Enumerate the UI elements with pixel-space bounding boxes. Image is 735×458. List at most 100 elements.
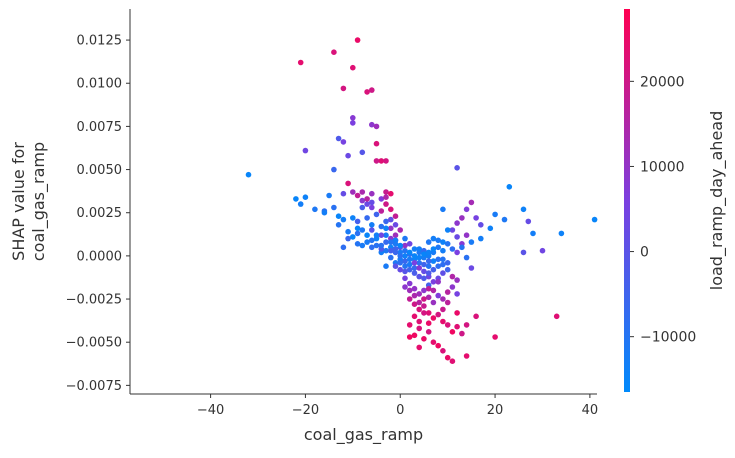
data-point xyxy=(435,292,442,299)
data-point xyxy=(430,279,437,285)
data-point xyxy=(425,285,432,292)
data-point xyxy=(388,206,394,213)
data-point xyxy=(331,49,337,55)
data-point xyxy=(468,199,475,206)
data-point xyxy=(369,204,375,211)
data-point xyxy=(430,258,437,264)
data-point xyxy=(416,299,423,306)
data-point xyxy=(435,311,442,318)
data-point xyxy=(411,285,418,292)
data-point xyxy=(364,89,370,95)
data-point xyxy=(430,287,437,294)
data-point xyxy=(440,296,446,302)
data-point xyxy=(463,232,470,238)
data-point xyxy=(421,310,427,316)
data-point xyxy=(383,247,389,254)
colorbar-label: load_ramp_day_ahead xyxy=(707,111,727,291)
data-point xyxy=(454,310,460,316)
data-point xyxy=(345,180,351,187)
data-point xyxy=(359,189,366,195)
data-point xyxy=(440,348,446,354)
colorbar xyxy=(624,9,630,392)
data-point xyxy=(440,206,446,213)
x-tick-label: 0 xyxy=(396,403,404,418)
data-point xyxy=(421,251,427,257)
data-point xyxy=(425,320,432,327)
data-point xyxy=(369,237,375,244)
data-point xyxy=(468,265,475,271)
data-point xyxy=(406,249,413,256)
data-point xyxy=(411,292,418,299)
y-tick-label: −0.0025 xyxy=(66,293,122,308)
data-point xyxy=(388,190,394,197)
data-point xyxy=(406,261,413,268)
data-point xyxy=(520,249,527,256)
data-point xyxy=(321,209,328,216)
data-point xyxy=(378,223,385,230)
y-tick-label: 0.0125 xyxy=(77,34,123,49)
data-point xyxy=(435,244,442,251)
data-point xyxy=(364,232,370,238)
data-point xyxy=(350,234,356,240)
data-point xyxy=(487,225,494,232)
data-point xyxy=(383,158,389,164)
x-tick-label: 40 xyxy=(582,403,599,418)
data-point xyxy=(449,284,456,290)
data-point xyxy=(350,189,356,195)
data-point xyxy=(530,230,536,237)
data-point xyxy=(416,254,423,261)
data-point xyxy=(392,249,399,256)
data-point xyxy=(350,120,356,126)
data-point xyxy=(425,329,432,335)
data-point xyxy=(421,268,427,275)
data-point xyxy=(425,270,432,276)
data-point xyxy=(364,215,370,221)
data-point xyxy=(468,239,475,245)
data-point xyxy=(416,344,423,351)
data-point xyxy=(397,242,404,249)
data-point xyxy=(454,220,460,226)
data-point xyxy=(312,206,318,213)
data-point xyxy=(406,256,413,263)
data-point xyxy=(392,222,399,228)
data-point xyxy=(473,313,479,320)
data-point xyxy=(463,254,470,261)
data-point xyxy=(402,284,408,290)
data-point xyxy=(416,306,423,313)
data-point xyxy=(449,246,456,252)
data-point xyxy=(345,228,351,235)
data-point xyxy=(388,239,394,245)
y-axis-label-line-2: coal_gas_ramp xyxy=(29,142,49,261)
data-point xyxy=(345,235,351,242)
data-point xyxy=(350,115,356,121)
data-point xyxy=(454,249,460,256)
y-tick-label: 0.0000 xyxy=(77,249,123,264)
data-point xyxy=(406,322,413,328)
data-point xyxy=(440,270,446,276)
x-tick-label: −20 xyxy=(292,403,319,418)
data-point xyxy=(416,318,423,325)
data-point xyxy=(430,299,437,306)
data-point xyxy=(402,253,408,259)
data-point xyxy=(383,201,389,207)
data-point xyxy=(397,253,404,259)
data-point xyxy=(416,273,423,280)
data-point xyxy=(402,258,408,264)
data-point xyxy=(440,239,446,245)
data-point xyxy=(378,158,385,164)
data-point xyxy=(425,310,432,316)
data-point xyxy=(520,206,527,213)
data-point xyxy=(302,147,309,154)
y-axis-label-line-1: SHAP value for xyxy=(9,142,28,261)
y-tick-label: 0.0075 xyxy=(77,120,123,135)
data-point xyxy=(397,260,404,266)
data-point xyxy=(406,296,413,302)
data-point xyxy=(373,242,380,249)
data-point xyxy=(411,313,418,320)
y-tick-label: −0.0075 xyxy=(66,379,122,394)
data-point xyxy=(345,152,351,159)
data-point xyxy=(411,265,418,271)
y-tick-label: −0.0050 xyxy=(66,336,122,351)
data-point xyxy=(440,306,446,313)
